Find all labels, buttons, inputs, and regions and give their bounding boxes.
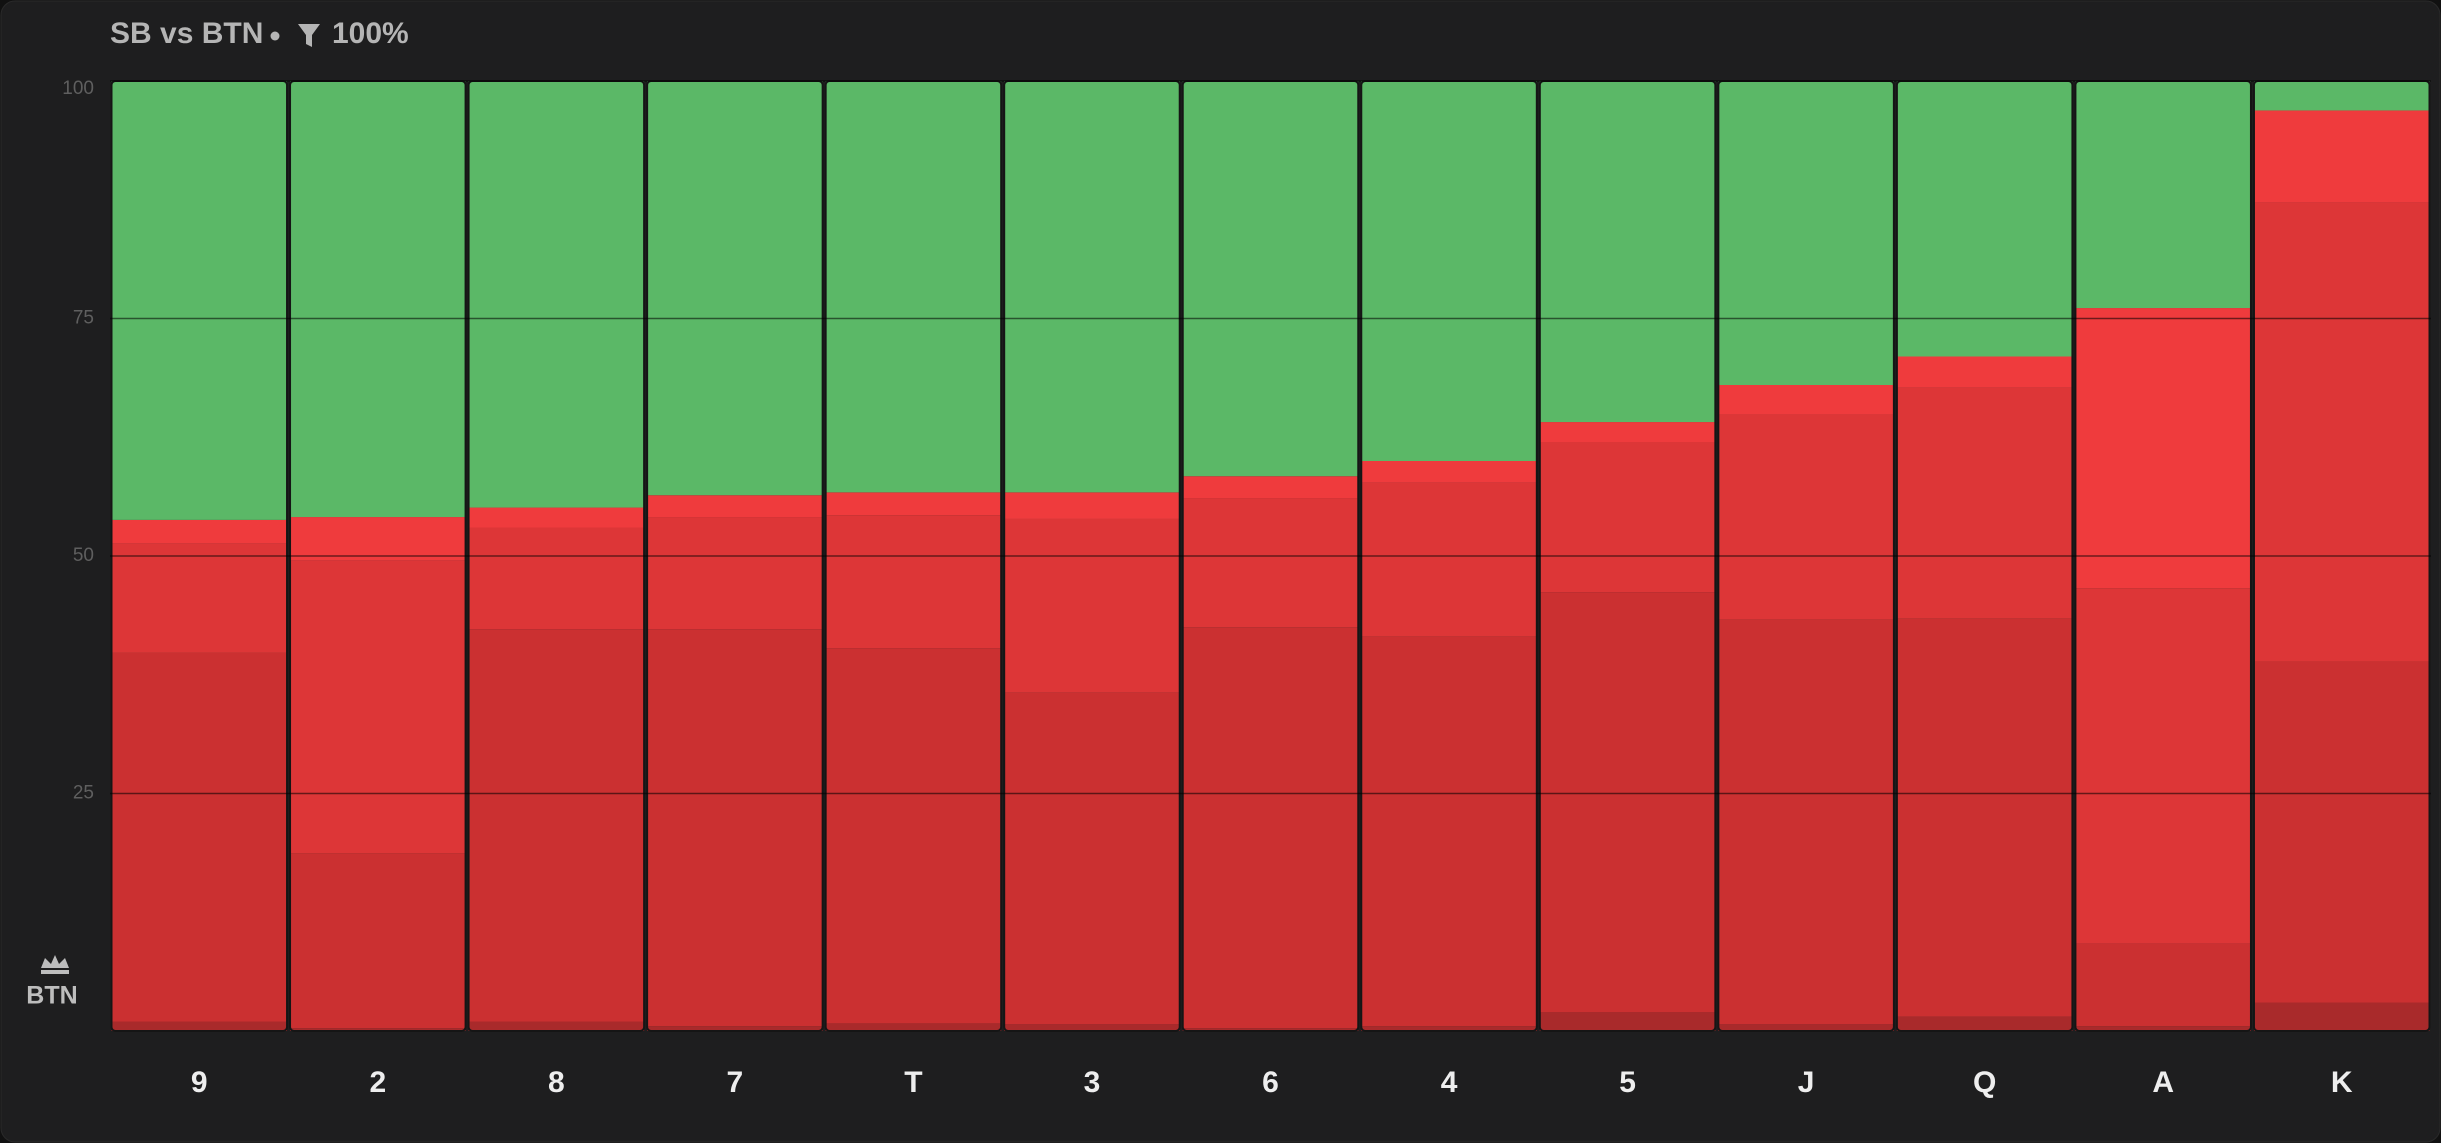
bar-segment: [468, 1021, 645, 1031]
bar-segment: [2253, 202, 2430, 662]
x-tick-label: K: [2331, 1066, 2353, 1099]
bar-segment: [1718, 1024, 1894, 1031]
bar-segment: [290, 853, 466, 1029]
bar-segment: [1539, 81, 1716, 423]
bar-segment: [2075, 588, 2251, 944]
bar-segment: [1361, 81, 1537, 461]
bar-segment: [2253, 110, 2430, 203]
bar-segment: [647, 517, 823, 630]
x-tick-label: 8: [548, 1066, 565, 1099]
x-tick-label: 4: [1441, 1066, 1458, 1099]
bar-segment: [1004, 1024, 1180, 1031]
bar-segment: [2075, 308, 2251, 589]
bar-segment: [290, 1028, 466, 1031]
bar-segment: [1539, 422, 1716, 442]
bar-segment: [1718, 385, 1894, 415]
bar-segment: [2075, 81, 2251, 309]
bar-segment: [1896, 387, 2073, 619]
x-tick-label: 7: [727, 1066, 744, 1099]
bar-segment: [1182, 498, 1359, 628]
bar-segment: [1896, 81, 2073, 357]
bar-segment: [290, 517, 466, 561]
bar-segment: [825, 81, 1002, 493]
bar-segment: [647, 1026, 823, 1031]
bar-segment: [111, 652, 288, 1022]
y-tick-label: 75: [73, 308, 94, 329]
bar-segment: [1718, 81, 1894, 385]
x-tick-label: 5: [1619, 1066, 1636, 1099]
bar-segment: [111, 543, 288, 653]
bar-segment: [290, 81, 466, 518]
bar-segment: [1896, 618, 2073, 1017]
bar-segment: [1182, 476, 1359, 499]
bar-segment: [1718, 414, 1894, 620]
bar-segment: [1182, 627, 1359, 1029]
x-tick-label: A: [2152, 1066, 2174, 1099]
bar-segment: [468, 629, 645, 1022]
chart-title: SB vs BTN: [110, 17, 263, 50]
bar-segment: [1361, 636, 1537, 1027]
bar-segment: [1896, 356, 2073, 388]
bar-segment: [1004, 518, 1180, 693]
bar-segment: [1361, 461, 1537, 483]
y-tick-label: 25: [73, 783, 94, 804]
bar-segment: [647, 629, 823, 1027]
bar-segment: [825, 492, 1002, 516]
x-tick-label: Q: [1973, 1066, 1996, 1099]
position-label: BTN: [26, 982, 77, 1010]
bar-segment: [111, 519, 288, 544]
bar-segment: [1896, 1016, 2073, 1031]
filter-icon: [298, 24, 320, 47]
bar-segment: [825, 648, 1002, 1024]
bar-segment: [1718, 619, 1894, 1025]
bar-segment: [1004, 692, 1180, 1025]
bar-segment: [1004, 492, 1180, 519]
bar-segment: [1182, 81, 1359, 477]
bar-segment: [1539, 1012, 1716, 1031]
x-tick-label: J: [1798, 1066, 1815, 1099]
bar-segment: [1539, 442, 1716, 593]
bar-segment: [825, 515, 1002, 649]
y-tick-label: 50: [73, 545, 94, 566]
bar-segment: [2253, 1002, 2430, 1031]
bar-segment: [2253, 81, 2430, 111]
y-tick-label: 100: [62, 78, 94, 99]
bar-segment: [1182, 1028, 1359, 1031]
bar-segment: [111, 1021, 288, 1031]
bar-segment: [290, 560, 466, 854]
separator: [270, 31, 280, 41]
bar-segment: [647, 495, 823, 518]
bar-segment: [468, 527, 645, 630]
bar-segment: [1361, 482, 1537, 637]
bar-segment: [468, 507, 645, 528]
bar-segment: [825, 1023, 1002, 1031]
filter-value[interactable]: 100%: [332, 17, 409, 50]
x-tick-label: 3: [1084, 1066, 1101, 1099]
x-tick-label: 9: [191, 1066, 208, 1099]
bar-segment: [2075, 1026, 2251, 1031]
bar-segment: [2075, 943, 2251, 1027]
bar-segment: [1004, 81, 1180, 493]
x-tick-label: 6: [1262, 1066, 1279, 1099]
bar-segment: [647, 81, 823, 496]
x-tick-label: 2: [369, 1066, 386, 1099]
bar-segment: [1361, 1026, 1537, 1031]
dealer-icon: [41, 955, 69, 974]
bar-segment: [2253, 661, 2430, 1003]
bar-segment: [468, 81, 645, 508]
bar-segment: [111, 81, 288, 520]
x-tick-label: T: [904, 1066, 922, 1099]
bar-segment: [1539, 592, 1716, 1012]
